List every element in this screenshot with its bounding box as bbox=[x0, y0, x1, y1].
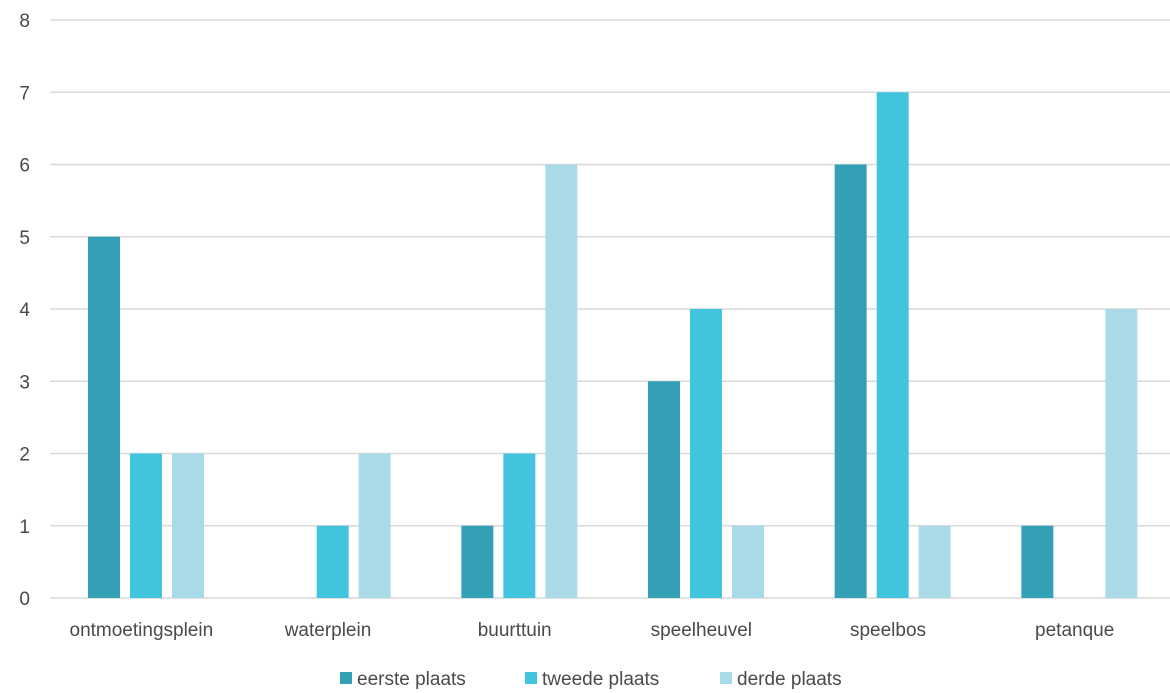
y-tick-label: 6 bbox=[19, 156, 30, 177]
bar-eerste-plaats-speelheuvel bbox=[648, 381, 680, 598]
y-tick-label: 4 bbox=[19, 300, 30, 321]
y-tick-label: 5 bbox=[19, 228, 30, 249]
bar-derde-plaats-waterplein bbox=[358, 453, 391, 598]
bar-eerste-plaats-petanque bbox=[1021, 525, 1054, 598]
bar-eerste-plaats-ontmoetingsplein bbox=[88, 236, 120, 598]
y-tick-label: 2 bbox=[19, 445, 30, 466]
bar-derde-plaats-buurttuin bbox=[545, 164, 578, 598]
y-tick-label: 3 bbox=[19, 372, 30, 393]
bar-eerste-plaats-speelbos bbox=[834, 164, 867, 598]
bar-tweede-plaats-ontmoetingsplein bbox=[130, 453, 162, 598]
x-tick-label: speelheuvel bbox=[651, 620, 752, 641]
legend-swatch bbox=[340, 672, 352, 684]
legend-swatch bbox=[525, 672, 537, 684]
bar-tweede-plaats-buurttuin bbox=[503, 453, 536, 598]
bar-tweede-plaats-speelbos bbox=[876, 92, 909, 598]
y-tick-label: 1 bbox=[19, 517, 30, 538]
bar-tweede-plaats-speelheuvel bbox=[690, 309, 722, 598]
y-axis-ticks: 0 1 2 3 4 5 6 7 8 bbox=[19, 11, 30, 610]
y-tick-label: 8 bbox=[19, 11, 30, 32]
bar-derde-plaats-petanque bbox=[1105, 309, 1138, 598]
x-tick-label: ontmoetingsplein bbox=[70, 620, 214, 641]
bar-eerste-plaats-buurttuin bbox=[461, 525, 494, 598]
bar-tweede-plaats-waterplein bbox=[316, 525, 349, 598]
y-tick-label: 7 bbox=[19, 83, 30, 104]
gridlines bbox=[50, 19, 1170, 599]
bar-derde-plaats-ontmoetingsplein bbox=[172, 453, 204, 598]
x-tick-label: speelbos bbox=[850, 620, 926, 641]
legend-swatch bbox=[720, 672, 732, 684]
legend-label: derde plaats bbox=[737, 669, 842, 690]
bars bbox=[88, 92, 1138, 598]
bar-derde-plaats-speelbos bbox=[918, 525, 951, 598]
legend-label: tweede plaats bbox=[542, 669, 659, 690]
x-tick-label: buurttuin bbox=[478, 620, 552, 641]
x-tick-label: waterplein bbox=[284, 620, 372, 641]
bar-derde-plaats-speelheuvel bbox=[732, 525, 764, 598]
legend-label: eerste plaats bbox=[357, 669, 466, 690]
x-axis-ticks: ontmoetingsplein waterplein buurttuin speel… bbox=[70, 620, 1115, 641]
y-tick-label: 0 bbox=[19, 589, 30, 610]
x-tick-label: petanque bbox=[1035, 620, 1114, 641]
legend: eerste plaats tweede plaats derde plaats bbox=[340, 669, 842, 690]
